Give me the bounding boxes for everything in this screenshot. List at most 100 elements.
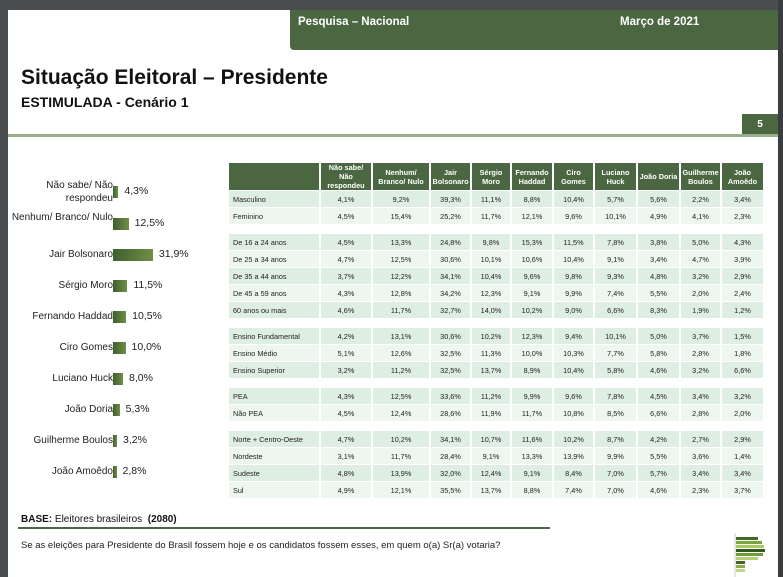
table-cell: 28,6% (431, 405, 470, 421)
chart-value-label: 31,9% (158, 248, 189, 260)
table-cell: 7,4% (554, 482, 593, 498)
row-label: De 25 a 34 anos (229, 251, 319, 267)
table-row: Norte + Centro-Oeste 4,7% 10,2% 34,1% 10,7% 1… (229, 431, 763, 447)
chart-category-label: Ciro Gomes (59, 342, 113, 353)
table-cell: 5,0% (681, 234, 720, 250)
chart-value-label: 12,5% (134, 217, 165, 229)
table-cell: 8,5% (595, 405, 636, 421)
table-cell: 2,2% (681, 191, 720, 207)
chart-row: João Amoêdo 2,8% (8, 462, 218, 482)
table-cell: 9,1% (472, 448, 510, 464)
chart-bar (113, 404, 120, 416)
table-cell: 3,2% (681, 362, 720, 378)
table-cell: 8,8% (512, 482, 552, 498)
table-cell: 12,3% (512, 328, 552, 344)
table-cell: 2,3% (722, 208, 763, 224)
table-cell: 5,7% (638, 465, 679, 481)
table-cell: 11,7% (512, 405, 552, 421)
table-row: De 25 a 34 anos 4,7% 12,5% 30,6% 10,1% 10,6% 1… (229, 251, 763, 267)
chart-category-label: Não sabe/ Não respondeu (46, 180, 113, 204)
table-cell: 9,1% (595, 251, 636, 267)
chart-bar (113, 466, 117, 478)
table-cell: 2,9% (722, 431, 763, 447)
table-cell: 3,4% (638, 251, 679, 267)
table-cell: 7,0% (595, 465, 636, 481)
header-band: Pesquisa – Nacional Março de 2021 (290, 10, 778, 50)
table-cell: 12,3% (472, 285, 510, 301)
table-cell: 13,7% (472, 362, 510, 378)
table-cell: 11,9% (472, 405, 510, 421)
row-label: Ensino Fundamental (229, 328, 319, 344)
table-cell: 11,2% (373, 362, 429, 378)
base-n: (2080) (147, 514, 177, 525)
row-label: Ensino Superior (229, 362, 319, 378)
column-header: Fernando Haddad (512, 163, 552, 190)
table-cell: 4,7% (321, 251, 371, 267)
base-text: Eleitores brasileiros (54, 514, 143, 525)
chart-category-label: João Doria (64, 404, 113, 415)
chart-row: Ciro Gomes 10,0% (8, 338, 218, 358)
table-row: De 45 a 59 anos 4,3% 12,8% 34,2% 12,3% 9,1% 9,… (229, 285, 763, 301)
column-header: Sérgio Moro (472, 163, 510, 190)
crosstab-table: Não sabe/ Não respondeu Nenhum/ Branco/ N… (227, 162, 765, 499)
table-cell: 12,6% (373, 345, 429, 361)
table-row: Sul 4,9% 12,1% 35,5% 13,7% 8,8% 7,4% 7,0% 4,6% 2,… (229, 482, 763, 498)
table-cell: 13,3% (373, 234, 429, 250)
table-cell: 12,5% (373, 388, 429, 404)
table-row: Nordeste 3,1% 11,7% 28,4% 9,1% 13,3% 13,9% 9,9%… (229, 448, 763, 464)
column-header: Jair Bolsonaro (431, 163, 470, 190)
row-label: 60 anos ou mais (229, 302, 319, 318)
table-cell: 4,6% (638, 362, 679, 378)
chart-bar (113, 186, 119, 198)
table-cell: 10,8% (554, 405, 593, 421)
table-cell: 10,4% (554, 191, 593, 207)
table-cell: 10,4% (554, 362, 593, 378)
table-cell: 13,7% (472, 482, 510, 498)
table-cell: 4,5% (321, 208, 371, 224)
table-cell: 9,6% (512, 268, 552, 284)
column-header: Não sabe/ Não respondeu (321, 163, 371, 190)
table-cell: 7,7% (595, 345, 636, 361)
table-cell: 11,3% (472, 345, 510, 361)
table-cell: 8,3% (638, 302, 679, 318)
chart-bar (113, 218, 129, 230)
table-cell: 6,6% (722, 362, 763, 378)
table-cell: 7,0% (595, 482, 636, 498)
table-row: Ensino Superior 3,2% 11,2% 32,5% 13,7% 8,9% 10… (229, 362, 763, 378)
table-cell: 11,7% (472, 208, 510, 224)
table-cell: 12,4% (373, 405, 429, 421)
chart-value-label: 11,5% (133, 279, 163, 291)
table-cell: 2,3% (681, 482, 720, 498)
table-cell: 25,2% (431, 208, 470, 224)
chart-value-label: 8,0% (129, 372, 153, 384)
table-row: PEA 4,3% 12,5% 33,6% 11,2% 9,9% 9,6% 7,8% 4,5% 3,… (229, 388, 763, 404)
table-cell: 8,4% (554, 465, 593, 481)
table-cell: 10,4% (554, 251, 593, 267)
table-cell: 1,9% (681, 302, 720, 318)
slide: Pesquisa – Nacional Março de 2021 Situaç… (8, 10, 778, 577)
chart-row: Sérgio Moro 11,5% (8, 276, 218, 296)
table-cell: 13,9% (373, 465, 429, 481)
table-cell: 32,7% (431, 302, 470, 318)
table-cell: 9,8% (472, 234, 510, 250)
table-cell: 13,9% (554, 448, 593, 464)
table-cell: 8,8% (512, 191, 552, 207)
table-cell: 4,1% (681, 208, 720, 224)
table-cell: 13,1% (373, 328, 429, 344)
table-cell: 30,6% (431, 328, 470, 344)
chart-category-label: Fernando Haddad (32, 311, 113, 322)
page-number: 5 (742, 114, 778, 134)
column-header: João Amoêdo (722, 163, 763, 190)
chart-value-label: 10,5% (132, 310, 162, 322)
table-cell: 2,7% (681, 431, 720, 447)
table-cell: 12,8% (373, 285, 429, 301)
chart-bar (113, 311, 127, 323)
row-label: Nordeste (229, 448, 319, 464)
table-cell: 4,5% (321, 405, 371, 421)
table-cell: 34,1% (431, 268, 470, 284)
table-cell: 10,0% (512, 345, 552, 361)
table-cell: 4,3% (321, 388, 371, 404)
table-cell: 11,2% (472, 388, 510, 404)
chart-row: Luciano Huck 8,0% (8, 369, 218, 389)
table-cell: 9,9% (512, 388, 552, 404)
